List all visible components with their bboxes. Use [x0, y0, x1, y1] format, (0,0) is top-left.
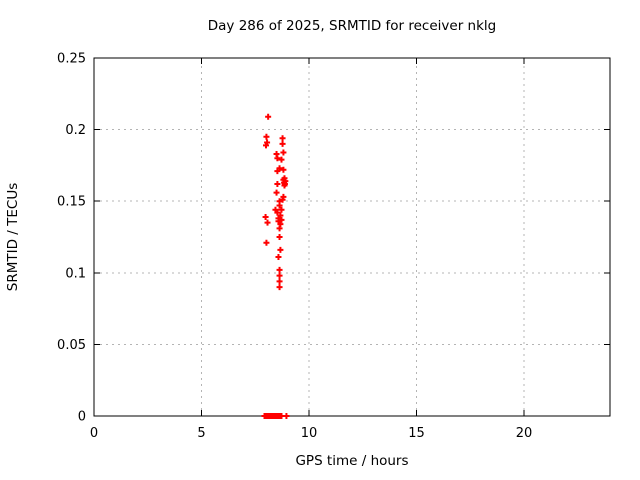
data-point-marker	[278, 156, 285, 163]
y-tick-label: 0.25	[57, 52, 86, 67]
tick-layer	[93, 57, 610, 417]
data-point-marker	[276, 266, 283, 273]
grid-layer	[94, 58, 610, 416]
data-point-marker	[263, 133, 270, 140]
data-point-marker	[278, 216, 285, 223]
plot-border	[93, 57, 611, 417]
data-point-marker	[274, 209, 281, 216]
data-point-marker	[279, 135, 286, 142]
data-point-marker	[279, 196, 286, 203]
data-point-marker	[274, 155, 281, 162]
data-point-marker	[276, 202, 283, 209]
data-point-marker	[281, 182, 288, 189]
data-point-marker	[276, 272, 283, 279]
data-point-marker	[273, 189, 280, 196]
data-point-marker	[264, 219, 271, 226]
data-point-marker	[275, 254, 282, 261]
data-point-marker	[283, 413, 290, 419]
data-point-marker	[277, 246, 284, 253]
x-tick-label: 10	[301, 426, 318, 441]
tick-label-layer: 0 5 10 15 20 0 0.05 0.1 0.15 0.2 0.25	[57, 52, 532, 442]
data-point-marker	[280, 149, 287, 156]
data-point-marker	[262, 213, 269, 220]
data-point-marker	[276, 278, 283, 285]
y-tick-label: 0	[78, 410, 86, 425]
y-tick-label: 0.1	[65, 266, 86, 281]
marker-layer	[261, 113, 290, 419]
y-axis-label: SRMTID / TECUs	[5, 183, 21, 291]
y-tick-label: 0.05	[57, 338, 86, 353]
x-tick-label: 20	[516, 426, 533, 441]
data-point-marker	[278, 206, 285, 213]
x-tick-label: 15	[408, 426, 425, 441]
data-point-marker	[263, 239, 270, 246]
data-point-marker	[274, 181, 281, 188]
data-point-marker	[274, 168, 281, 175]
x-axis-label: GPS time / hours	[295, 453, 408, 469]
chart-title: Day 286 of 2025, SRMTID for receiver nkl…	[208, 18, 496, 34]
data-point-marker	[265, 113, 272, 120]
y-tick-label: 0.2	[65, 123, 86, 138]
x-tick-label: 5	[197, 426, 205, 441]
x-tick-label: 0	[90, 426, 98, 441]
data-point-marker	[263, 142, 269, 149]
data-point-marker	[280, 166, 287, 173]
data-point-marker	[276, 225, 283, 232]
data-point-marker	[279, 140, 286, 147]
data-point-marker	[276, 284, 283, 291]
y-tick-label: 0.15	[57, 195, 86, 210]
data-point-marker	[276, 234, 283, 240]
